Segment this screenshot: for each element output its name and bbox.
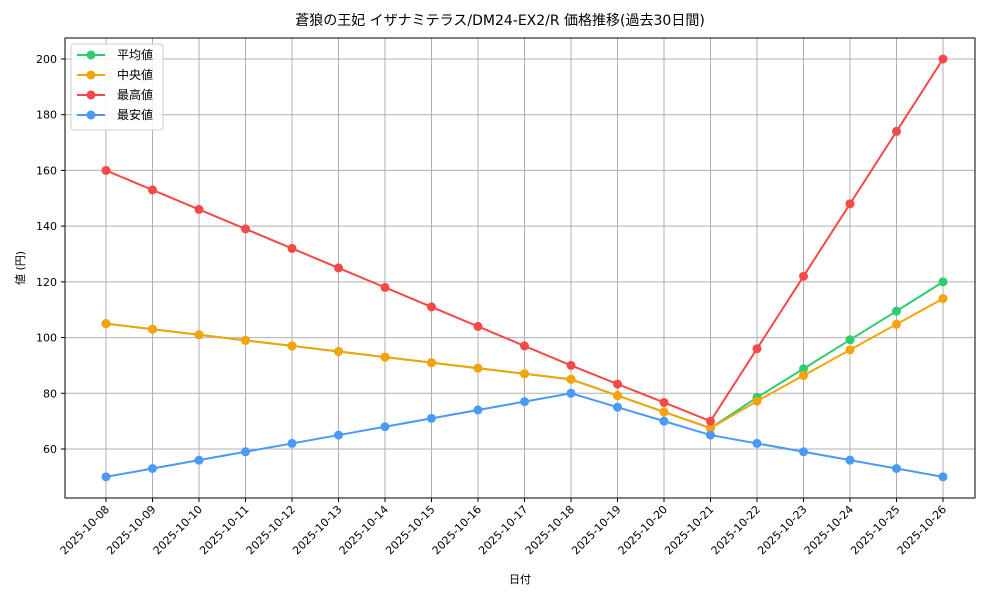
legend-item: 最高値 bbox=[77, 87, 153, 102]
data-point bbox=[892, 319, 901, 329]
data-point bbox=[938, 294, 948, 304]
legend-label: 平均値 bbox=[117, 47, 153, 62]
data-point bbox=[892, 464, 901, 473]
legend-item: 最安値 bbox=[77, 107, 153, 122]
data-point bbox=[566, 388, 576, 398]
data-point bbox=[892, 306, 901, 316]
data-point bbox=[938, 54, 948, 64]
data-point bbox=[287, 243, 297, 253]
data-point bbox=[845, 335, 855, 345]
data-point bbox=[473, 405, 483, 415]
data-point bbox=[427, 302, 436, 312]
data-point bbox=[148, 464, 157, 473]
data-point bbox=[752, 438, 762, 448]
data-point bbox=[241, 447, 250, 457]
data-point bbox=[334, 347, 343, 356]
data-point bbox=[566, 374, 576, 384]
data-point bbox=[380, 352, 390, 362]
plot-frame bbox=[64, 37, 976, 499]
y-tick-label: 120 bbox=[36, 276, 57, 289]
data-point bbox=[287, 438, 297, 448]
data-point bbox=[520, 369, 529, 379]
data-point bbox=[194, 455, 204, 465]
legend-marker-icon bbox=[86, 70, 96, 80]
data-point bbox=[473, 363, 483, 373]
data-point bbox=[148, 324, 157, 334]
data-point bbox=[101, 319, 111, 329]
y-tick-label: 100 bbox=[36, 332, 57, 345]
data-point bbox=[566, 360, 576, 370]
y-tick-label: 180 bbox=[36, 109, 57, 122]
legend-box bbox=[70, 43, 164, 131]
data-point bbox=[752, 396, 762, 406]
series-2 bbox=[101, 54, 948, 426]
data-point bbox=[799, 364, 808, 374]
data-point bbox=[845, 455, 855, 465]
data-point bbox=[938, 277, 948, 287]
chart-title: 蒼狼の王妃 イザナミテラス/DM24-EX2/R 価格推移(過去30日間) bbox=[295, 13, 705, 29]
y-tick-label: 160 bbox=[36, 164, 57, 177]
data-point bbox=[380, 282, 390, 292]
y-axis-label: 値 (円) bbox=[14, 251, 27, 285]
data-point bbox=[194, 204, 204, 214]
data-point bbox=[892, 126, 901, 136]
data-point bbox=[845, 345, 855, 355]
data-point bbox=[520, 341, 529, 351]
data-point bbox=[520, 397, 529, 407]
y-tick-label: 200 bbox=[36, 53, 57, 66]
legend-label: 中央値 bbox=[117, 67, 153, 82]
data-point bbox=[334, 263, 343, 273]
data-point bbox=[427, 358, 436, 368]
legend-marker-icon bbox=[86, 90, 96, 100]
y-axis-ticks: 60 80 100 120 140 160 180 200 bbox=[36, 53, 65, 456]
legend-marker-icon bbox=[86, 50, 96, 60]
data-point bbox=[380, 422, 390, 432]
data-series bbox=[101, 54, 948, 482]
series-1 bbox=[101, 294, 948, 433]
y-tick-label: 60 bbox=[43, 443, 57, 456]
data-point bbox=[194, 330, 204, 340]
data-point bbox=[241, 335, 250, 345]
x-axis-label: 日付 bbox=[509, 573, 531, 586]
data-point bbox=[659, 407, 669, 417]
grid-lines bbox=[65, 38, 975, 498]
legend-item: 中央値 bbox=[77, 67, 153, 82]
data-point bbox=[613, 402, 622, 412]
legend-item: 平均値 bbox=[77, 47, 153, 62]
data-point bbox=[334, 430, 343, 440]
data-point bbox=[241, 224, 250, 234]
legend-label: 最安値 bbox=[117, 107, 153, 122]
data-point bbox=[799, 370, 808, 380]
data-point bbox=[799, 271, 808, 281]
data-point bbox=[473, 321, 483, 331]
data-point bbox=[101, 165, 111, 175]
data-point bbox=[706, 430, 715, 440]
series-3 bbox=[101, 388, 948, 482]
data-point bbox=[799, 447, 808, 457]
x-tick-label: 2025-10-26 bbox=[895, 503, 949, 557]
x-axis-ticks: 2025-10-082025-10-092025-10-102025-10-11… bbox=[58, 498, 949, 557]
legend-marker-icon bbox=[86, 110, 96, 120]
data-point bbox=[845, 199, 855, 209]
data-point bbox=[101, 472, 111, 482]
data-point bbox=[706, 423, 715, 433]
data-point bbox=[706, 416, 715, 426]
data-point bbox=[659, 397, 669, 407]
data-point bbox=[148, 185, 157, 195]
data-point bbox=[613, 391, 622, 401]
data-point bbox=[613, 379, 622, 389]
legend-label: 最高値 bbox=[117, 87, 153, 102]
data-point bbox=[287, 341, 297, 351]
data-point bbox=[752, 344, 762, 354]
y-tick-label: 140 bbox=[36, 220, 57, 233]
y-tick-label: 80 bbox=[43, 387, 57, 400]
data-point bbox=[938, 472, 948, 482]
data-point bbox=[427, 413, 436, 423]
data-point bbox=[659, 416, 669, 426]
